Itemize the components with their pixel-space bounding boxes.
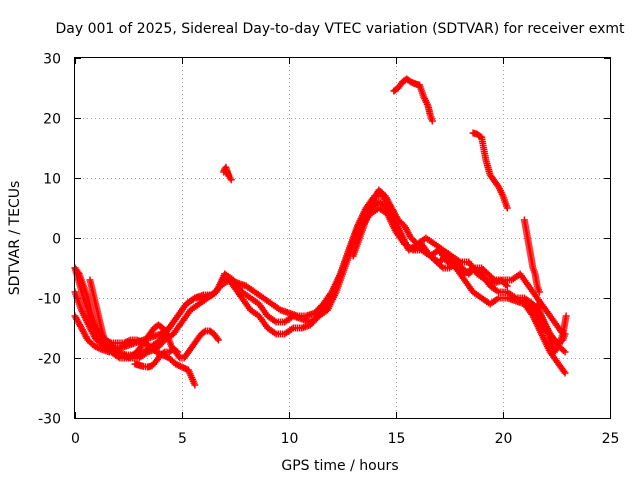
data-point-marker: [175, 353, 183, 360]
data-point-marker: [503, 204, 511, 212]
data-point-marker: [174, 348, 182, 356]
data-point-marker: [227, 176, 235, 184]
x-tick-label: 5: [178, 431, 187, 447]
data-point-marker: [172, 347, 180, 355]
data-point-marker: [561, 348, 569, 356]
data-point-marker: [200, 328, 208, 336]
data-point-marker: [503, 282, 511, 290]
data-point-marker: [428, 117, 436, 125]
data-point-marker: [214, 336, 222, 344]
x-tick-label: 20: [495, 431, 513, 447]
x-tick-labels: 0 5 10 15 20 25: [71, 431, 619, 447]
data-point-marker: [159, 349, 167, 357]
y-tick-label: 0: [52, 232, 61, 248]
data-point-marker: [535, 288, 543, 296]
y-tick-label: 20: [43, 112, 61, 128]
y-tick-label: 30: [43, 52, 61, 68]
data-point-marker: [560, 368, 568, 375]
data-point-marker: [115, 353, 123, 361]
y-tick-label: 10: [43, 172, 61, 188]
data-points: [71, 75, 570, 389]
x-axis-label: GPS time / hours: [281, 458, 398, 474]
data-point-marker: [561, 369, 569, 377]
x-tick-label: 25: [602, 431, 620, 447]
y-axis-label: SDTVAR / TECUs: [7, 181, 23, 296]
data-point-marker: [562, 312, 570, 320]
chart-title: Day 001 of 2025, Sidereal Day-to-day VTE…: [56, 21, 626, 37]
y-tick-label: -20: [38, 352, 61, 368]
data-point-marker: [191, 381, 199, 389]
y-tick-label: -30: [38, 412, 61, 428]
y-tick-labels: -30 -20 -10 0 10 20 30: [38, 52, 61, 428]
data-point-marker: [213, 335, 221, 342]
x-tick-label: 0: [71, 431, 80, 447]
x-tick-label: 15: [388, 431, 406, 447]
plot-frame: [74, 57, 611, 419]
y-tick-label: -10: [38, 292, 61, 308]
x-tick-label: 10: [281, 431, 299, 447]
